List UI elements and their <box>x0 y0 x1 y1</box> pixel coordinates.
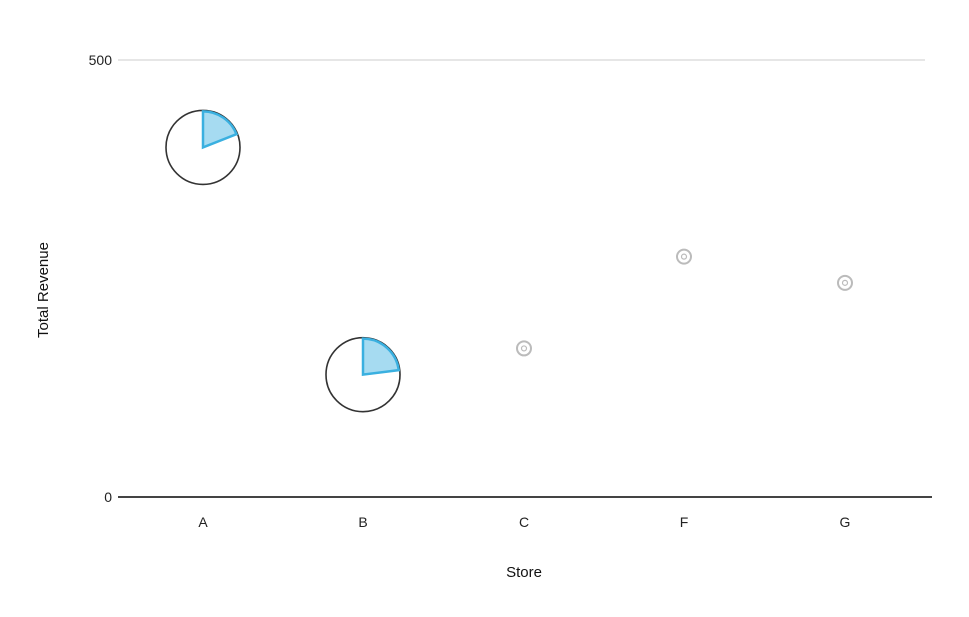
data-points <box>165 109 853 413</box>
x-tick-label-B: B <box>358 514 367 530</box>
x-tick-label-G: G <box>840 514 851 530</box>
point-marker-G <box>837 274 853 291</box>
x-tick-label-A: A <box>198 514 208 530</box>
x-tick-label-C: C <box>519 514 529 530</box>
pie-marker-A <box>165 109 241 186</box>
point-marker-core-G <box>841 279 849 286</box>
pie-slice-A <box>201 110 239 150</box>
point-marker-core-C <box>520 345 528 352</box>
x-tick-label-F: F <box>680 514 689 530</box>
y-tick-label-500: 500 <box>89 52 113 68</box>
pie-marker-B <box>325 336 401 413</box>
point-marker-F <box>676 248 692 265</box>
x-axis-title: Store <box>506 564 542 581</box>
point-marker-C <box>516 340 532 357</box>
y-axis-title: Total Revenue <box>35 242 52 338</box>
point-marker-core-F <box>680 253 688 260</box>
y-tick-label-0: 0 <box>104 489 112 505</box>
pie-slice-B <box>361 337 401 377</box>
